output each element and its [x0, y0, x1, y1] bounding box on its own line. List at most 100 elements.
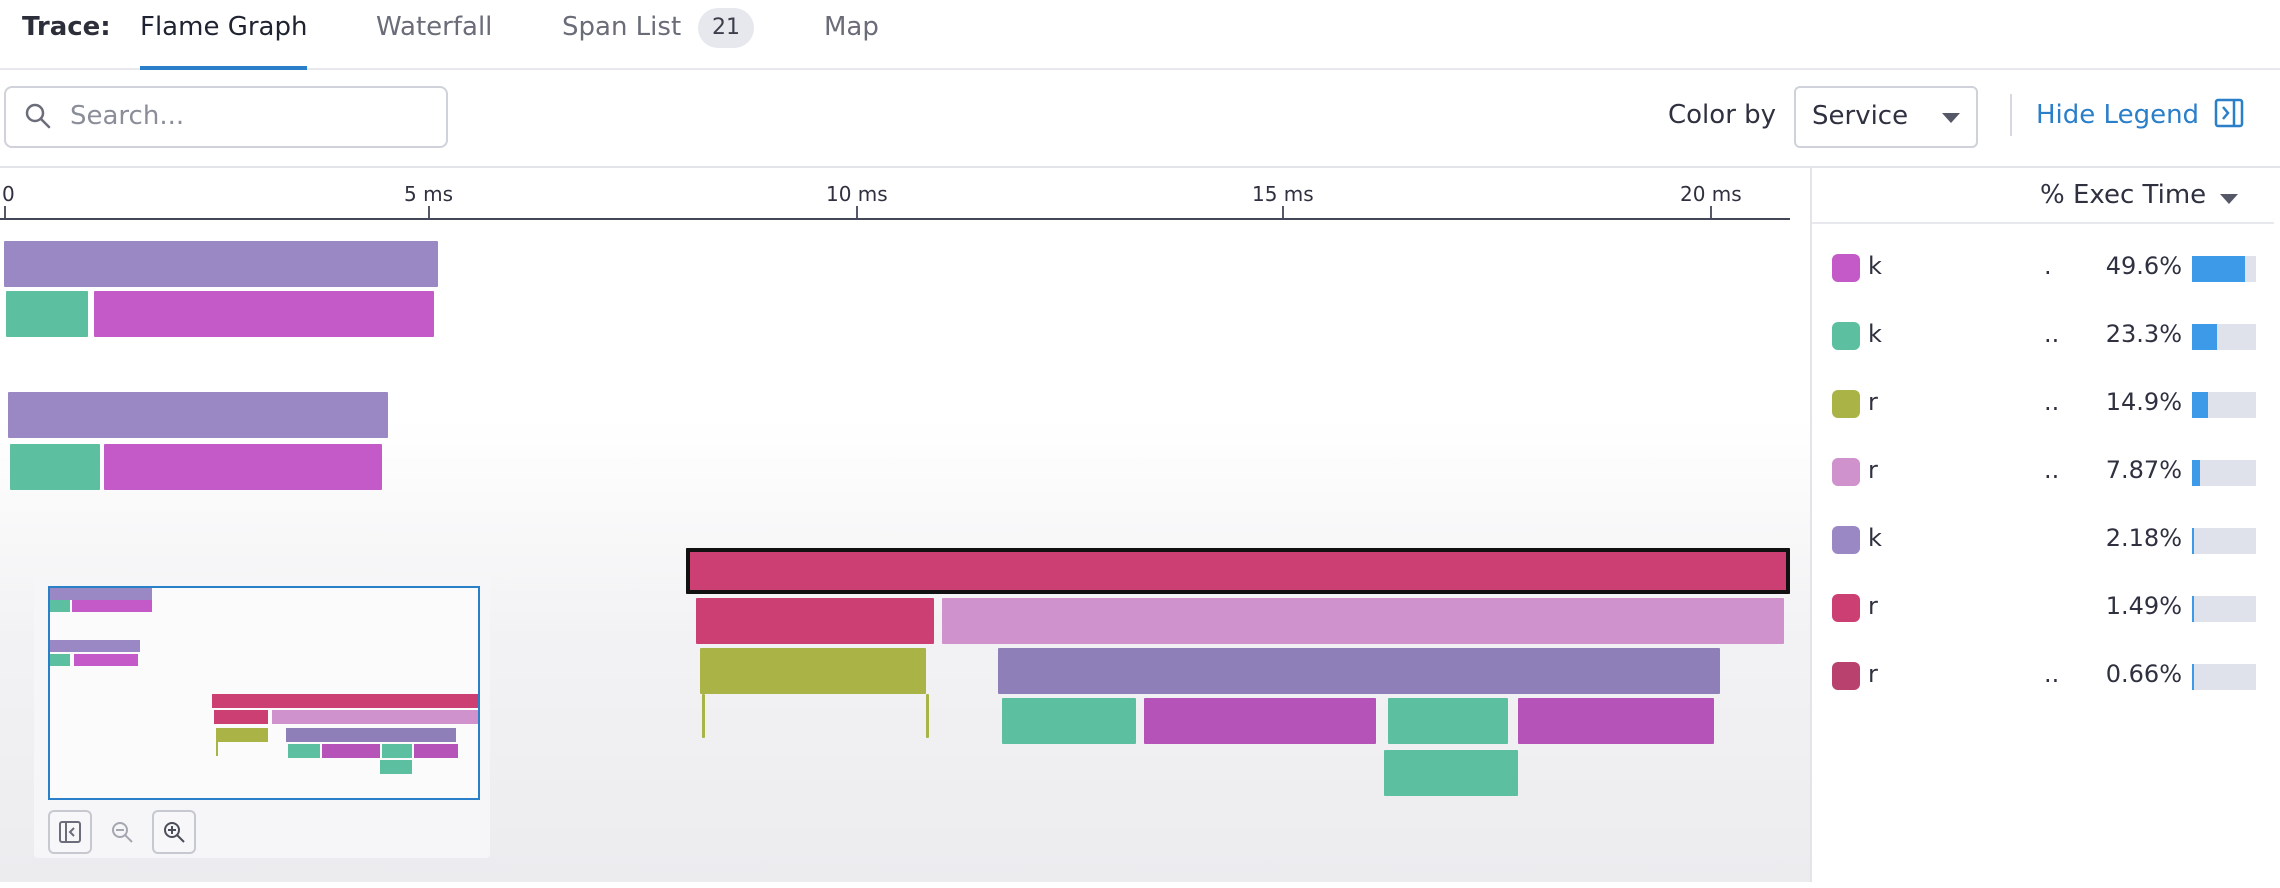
flame-span[interactable] — [1384, 750, 1518, 796]
zoom-out-icon — [112, 822, 133, 843]
flame-span[interactable] — [6, 291, 88, 337]
flame-span-selected[interactable] — [686, 548, 1790, 594]
exec-time-percent: 2.18% — [2105, 524, 2182, 552]
flame-span[interactable] — [696, 598, 934, 644]
exec-time-percent: 0.66% — [2105, 660, 2182, 688]
tab-span-list[interactable]: Span List — [562, 12, 682, 42]
legend-panel: % Exec Time k . 49.6% k .. 23.3% r .. 14… — [1810, 168, 2280, 882]
service-name: k — [1868, 524, 1882, 552]
search-input[interactable] — [68, 96, 432, 136]
minimap-reset-button[interactable] — [48, 810, 92, 854]
flame-toolbar: Color by Service Hide Legend — [0, 70, 2280, 168]
minimap-span — [74, 654, 138, 666]
exec-time-bar — [2192, 392, 2256, 418]
tab-map[interactable]: Map — [824, 12, 879, 42]
flame-span[interactable] — [8, 392, 388, 438]
legend-row[interactable]: k 2.18% — [1812, 516, 2280, 566]
minimap-span — [382, 744, 412, 758]
exec-time-percent: 14.9% — [2105, 388, 2182, 416]
legend-row[interactable]: k . 49.6% — [1812, 244, 2280, 294]
tick-label: 15 ms — [1252, 182, 1314, 206]
legend-row[interactable]: r .. 7.87% — [1812, 448, 2280, 498]
tick-label: 20 ms — [1680, 182, 1742, 206]
minimap-span — [214, 710, 268, 724]
time-axis: 0 5 ms 10 ms 15 ms 20 ms — [0, 168, 1810, 220]
flame-span[interactable] — [94, 291, 434, 337]
flame-span[interactable] — [4, 241, 438, 287]
service-name: k — [1868, 252, 1882, 280]
tab-flame-graph[interactable]: Flame Graph — [140, 12, 308, 71]
service-name-truncation: .. — [2044, 660, 2060, 688]
service-color-swatch — [1832, 594, 1860, 622]
minimap-span — [50, 600, 70, 612]
minimap-span — [272, 710, 478, 724]
exec-time-sort-header[interactable]: % Exec Time — [2040, 180, 2207, 210]
exec-time-percent: 23.3% — [2105, 320, 2182, 348]
flame-span[interactable] — [942, 598, 1784, 644]
minimap-span — [216, 728, 268, 742]
trace-label: Trace: — [22, 12, 111, 42]
flame-span[interactable] — [1144, 698, 1376, 744]
service-name-truncation: . — [2044, 252, 2052, 280]
legend-row[interactable]: r .. 0.66% — [1812, 652, 2280, 702]
zoom-in-icon — [164, 822, 185, 843]
minimap-span — [322, 744, 380, 758]
flame-span[interactable] — [998, 648, 1720, 694]
minimap-zoom-out-button[interactable] — [100, 810, 144, 854]
exec-time-bar — [2192, 596, 2256, 622]
flame-span[interactable] — [700, 648, 926, 694]
flame-span[interactable] — [1388, 698, 1508, 744]
legend-row[interactable]: k .. 23.3% — [1812, 312, 2280, 362]
flame-span[interactable] — [1518, 698, 1714, 744]
flame-span[interactable] — [104, 444, 382, 490]
service-color-swatch — [1832, 526, 1860, 554]
axis-line — [0, 218, 1790, 220]
tick-mark — [1710, 206, 1712, 220]
flame-span[interactable] — [702, 694, 705, 738]
search-box[interactable] — [4, 86, 448, 148]
minimap-span — [50, 654, 70, 666]
tab-waterfall[interactable]: Waterfall — [376, 12, 493, 42]
minimap-span — [216, 742, 218, 756]
service-color-swatch — [1832, 322, 1860, 350]
service-color-swatch — [1832, 390, 1860, 418]
tick-label: 0 — [2, 182, 15, 206]
flame-span[interactable] — [1002, 698, 1136, 744]
collapse-panel-icon[interactable] — [2214, 98, 2244, 128]
minimap-span — [50, 588, 152, 600]
exec-time-bar-fill — [2192, 528, 2195, 554]
minimap-span — [380, 760, 412, 774]
tick-mark — [428, 206, 430, 220]
exec-time-percent: 1.49% — [2105, 592, 2182, 620]
service-name: r — [1868, 456, 1878, 484]
legend-row[interactable]: r 1.49% — [1812, 584, 2280, 634]
minimap-span — [72, 600, 152, 612]
exec-time-percent: 49.6% — [2105, 252, 2182, 280]
color-by-label: Color by — [1668, 100, 1777, 130]
exec-time-percent: 7.87% — [2105, 456, 2182, 484]
minimap-span — [414, 744, 458, 758]
minimap-viewport[interactable] — [48, 586, 480, 800]
service-name: r — [1868, 660, 1878, 688]
tick-mark — [856, 206, 858, 220]
flame-span[interactable] — [10, 444, 100, 490]
minimap[interactable] — [34, 576, 490, 858]
legend-row[interactable]: r .. 14.9% — [1812, 380, 2280, 430]
exec-time-bar-fill — [2192, 324, 2217, 350]
hide-legend-button[interactable]: Hide Legend — [2036, 100, 2200, 130]
color-by-select[interactable]: Service — [1794, 86, 1978, 148]
tick-label: 10 ms — [826, 182, 888, 206]
minimap-zoom-in-button[interactable] — [152, 810, 196, 854]
exec-time-bar — [2192, 256, 2256, 282]
flame-span[interactable] — [926, 694, 929, 738]
minimap-span — [212, 694, 478, 708]
chevron-down-icon — [1942, 113, 1960, 123]
service-color-swatch — [1832, 458, 1860, 486]
reset-view-icon — [59, 821, 81, 843]
exec-time-bar-fill — [2192, 460, 2201, 486]
tick-mark — [4, 206, 6, 220]
exec-time-bar-fill — [2192, 596, 2194, 622]
chevron-down-icon[interactable] — [2220, 194, 2238, 204]
toolbar-divider — [2010, 94, 2012, 136]
service-color-swatch — [1832, 662, 1860, 690]
